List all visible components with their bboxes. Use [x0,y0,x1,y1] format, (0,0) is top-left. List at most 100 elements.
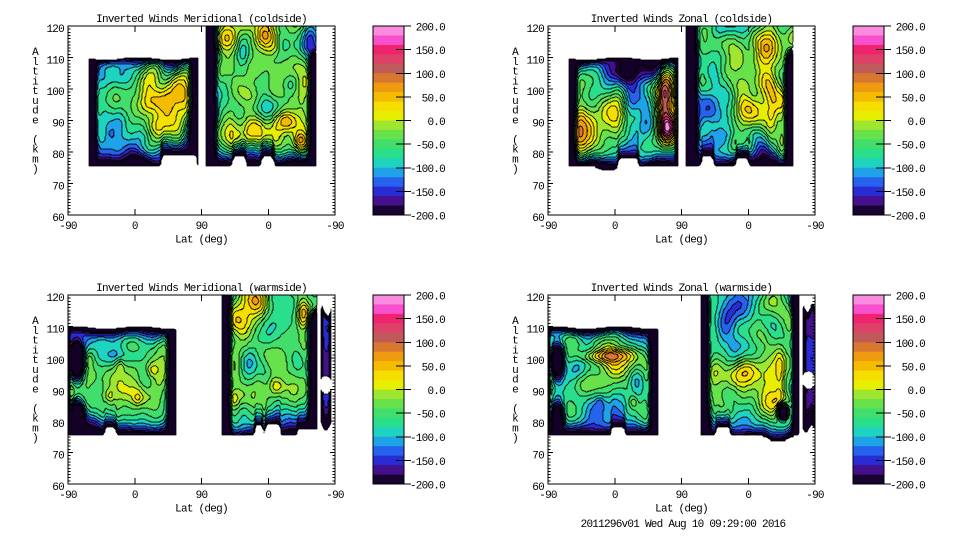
svg-text:60: 60 [52,213,64,225]
svg-text:m: m [32,424,39,436]
svg-text:60: 60 [52,482,64,494]
svg-text:120: 120 [46,24,64,36]
svg-text:0: 0 [265,490,271,502]
svg-text:90: 90 [196,490,208,502]
svg-text:k: k [32,414,39,426]
svg-text:90: 90 [52,388,64,400]
svg-text:l: l [512,326,518,338]
svg-text:2011296v01 Wed Aug 10 09:29:00: 2011296v01 Wed Aug 10 09:29:00 2016 [581,519,786,531]
svg-text:70: 70 [52,451,64,463]
svg-text:): ) [32,433,38,445]
svg-text:-90: -90 [539,221,557,233]
svg-text:90: 90 [676,221,688,233]
svg-text:-150.0: -150.0 [890,457,925,469]
svg-text:-100.0: -100.0 [410,433,445,445]
svg-text:k: k [512,414,519,426]
svg-text:): ) [32,164,38,176]
svg-text:60: 60 [532,213,544,225]
svg-text:Lat (deg): Lat (deg) [175,235,228,247]
svg-text:90: 90 [532,388,544,400]
svg-text:200.0: 200.0 [896,23,925,35]
svg-text:l: l [32,57,38,69]
svg-text:i: i [512,76,519,88]
svg-text:Inverted Winds Zonal (warmside: Inverted Winds Zonal (warmside) [591,283,772,295]
svg-text:-90: -90 [806,490,824,502]
svg-text:-100.0: -100.0 [890,433,925,445]
svg-text:t: t [512,336,518,348]
svg-text:(: ( [512,404,518,416]
svg-text:90: 90 [196,221,208,233]
svg-text:200.0: 200.0 [416,292,445,304]
svg-text:50.0: 50.0 [902,362,926,374]
svg-text:): ) [512,164,518,176]
svg-text:-90: -90 [806,221,824,233]
svg-text:70: 70 [532,182,544,194]
svg-text:100: 100 [526,87,544,99]
svg-text:-50.0: -50.0 [896,141,925,153]
svg-text:A: A [32,47,39,59]
svg-text:0: 0 [612,221,618,233]
svg-text:200.0: 200.0 [416,23,445,35]
svg-text:-90: -90 [326,490,344,502]
svg-text:d: d [32,375,38,387]
svg-text:80: 80 [52,419,64,431]
svg-text:): ) [512,433,518,445]
svg-text:-50.0: -50.0 [416,410,445,422]
svg-text:-50.0: -50.0 [416,141,445,153]
svg-text:(: ( [32,135,38,147]
svg-text:-50.0: -50.0 [896,410,925,422]
svg-text:-200.0: -200.0 [890,481,925,493]
svg-text:-90: -90 [59,221,77,233]
svg-text:m: m [512,424,519,436]
svg-text:-200.0: -200.0 [410,481,445,493]
svg-text:e: e [512,115,518,127]
svg-text:m: m [512,155,519,167]
svg-text:0.0: 0.0 [427,117,445,129]
svg-text:t: t [512,67,518,79]
svg-text:u: u [32,96,38,108]
svg-text:d: d [512,375,518,387]
svg-text:i: i [512,345,519,357]
svg-text:-100.0: -100.0 [890,164,925,176]
svg-text:t: t [32,86,38,98]
svg-text:100: 100 [46,356,64,368]
svg-text:Inverted Winds Zonal (coldside: Inverted Winds Zonal (coldside) [591,14,772,26]
svg-text:100.0: 100.0 [416,339,445,351]
svg-text:0.0: 0.0 [907,117,925,129]
svg-text:-90: -90 [326,221,344,233]
svg-text:0.0: 0.0 [427,386,445,398]
svg-text:100: 100 [46,87,64,99]
svg-text:Lat (deg): Lat (deg) [655,235,708,247]
svg-text:150.0: 150.0 [896,46,925,58]
svg-text:u: u [512,96,518,108]
svg-text:90: 90 [532,119,544,131]
svg-text:Lat (deg): Lat (deg) [655,504,708,516]
svg-text:A: A [32,316,39,328]
svg-text:l: l [512,57,518,69]
svg-text:-100.0: -100.0 [410,164,445,176]
svg-text:t: t [512,86,518,98]
svg-text:60: 60 [532,482,544,494]
svg-text:d: d [32,106,38,118]
svg-text:70: 70 [532,451,544,463]
svg-text:50.0: 50.0 [902,93,926,105]
svg-text:u: u [512,365,518,377]
svg-text:100: 100 [526,356,544,368]
svg-text:(: ( [32,404,38,416]
svg-text:120: 120 [526,293,544,305]
svg-text:e: e [32,115,38,127]
svg-text:80: 80 [52,150,64,162]
svg-text:80: 80 [532,150,544,162]
svg-text:0: 0 [745,490,751,502]
svg-text:90: 90 [676,490,688,502]
svg-text:120: 120 [46,293,64,305]
svg-text:90: 90 [52,119,64,131]
svg-text:70: 70 [52,182,64,194]
svg-text:50.0: 50.0 [422,93,446,105]
svg-text:A: A [512,316,519,328]
svg-text:110: 110 [526,325,544,337]
svg-text:e: e [32,384,38,396]
svg-text:-150.0: -150.0 [410,188,445,200]
svg-text:u: u [32,365,38,377]
svg-text:Inverted Winds Meridional (war: Inverted Winds Meridional (warmside) [96,283,307,295]
